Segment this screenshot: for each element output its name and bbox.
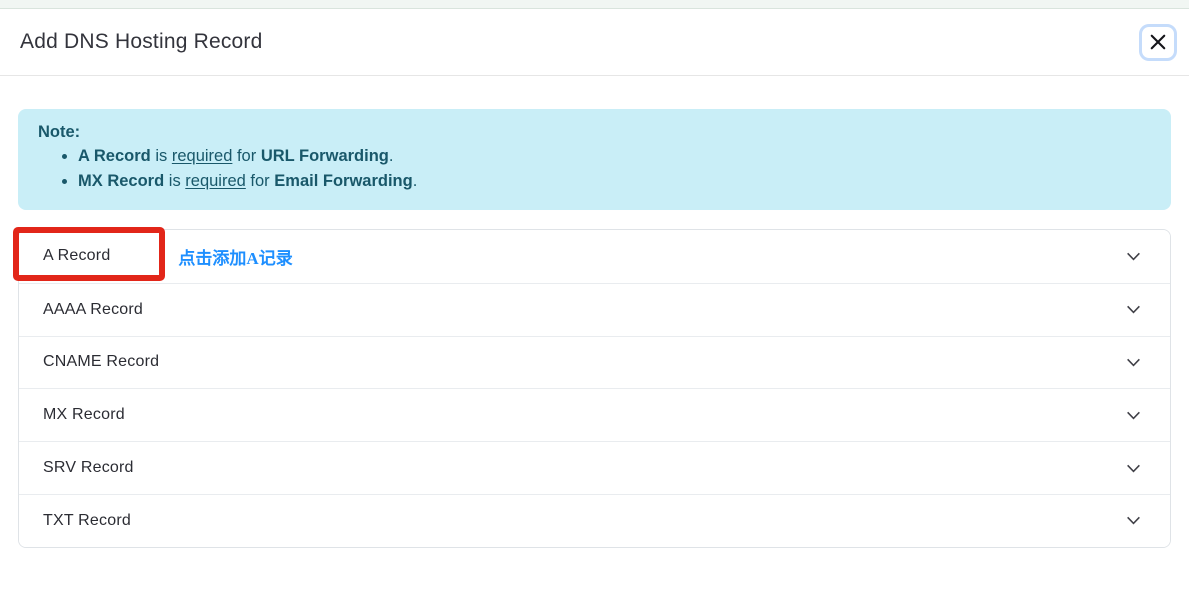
chevron-down-icon [1125, 301, 1142, 318]
modal-header: Add DNS Hosting Record [0, 9, 1189, 76]
accordion-label: TXT Record [43, 511, 131, 529]
chevron-down-icon [1125, 248, 1142, 265]
modal-body: Note: A Record is required for URL Forwa… [0, 76, 1189, 548]
accordion-row-a-record[interactable]: A Record 点击添加A记录 [19, 230, 1170, 283]
chevron-down-icon [1125, 354, 1142, 371]
annotation-hint-text: 点击添加A记录 [178, 248, 293, 268]
accordion-label: CNAME Record [43, 353, 160, 371]
accordion-row-txt-record[interactable]: TXT Record [19, 493, 1170, 547]
close-icon [1148, 32, 1168, 52]
note-item-a-record: A Record is required for URL Forwarding. [78, 144, 1151, 169]
accordion-label: MX Record [43, 406, 125, 424]
accordion-label: A Record [43, 247, 111, 265]
accordion-row-srv-record[interactable]: SRV Record [19, 441, 1170, 494]
note-label: Note: [38, 123, 81, 141]
record-accordion: A Record 点击添加A记录 AAAA Record CNAME Recor… [18, 229, 1171, 548]
note-list: A Record is required for URL Forwarding.… [38, 144, 1151, 194]
page-background-strip [0, 0, 1189, 9]
accordion-label: SRV Record [43, 459, 134, 477]
modal-title: Add DNS Hosting Record [20, 30, 263, 53]
chevron-down-icon [1125, 512, 1142, 529]
chevron-down-icon [1125, 407, 1142, 424]
accordion-row-aaaa-record[interactable]: AAAA Record [19, 282, 1170, 336]
note-alert: Note: A Record is required for URL Forwa… [18, 109, 1171, 210]
note-item-mx-record: MX Record is required for Email Forwardi… [78, 169, 1151, 194]
close-button[interactable] [1139, 23, 1177, 61]
accordion-label: AAAA Record [43, 300, 144, 318]
chevron-down-icon [1125, 460, 1142, 477]
accordion-row-cname-record[interactable]: CNAME Record [19, 335, 1170, 389]
accordion-row-mx-record[interactable]: MX Record [19, 388, 1170, 442]
